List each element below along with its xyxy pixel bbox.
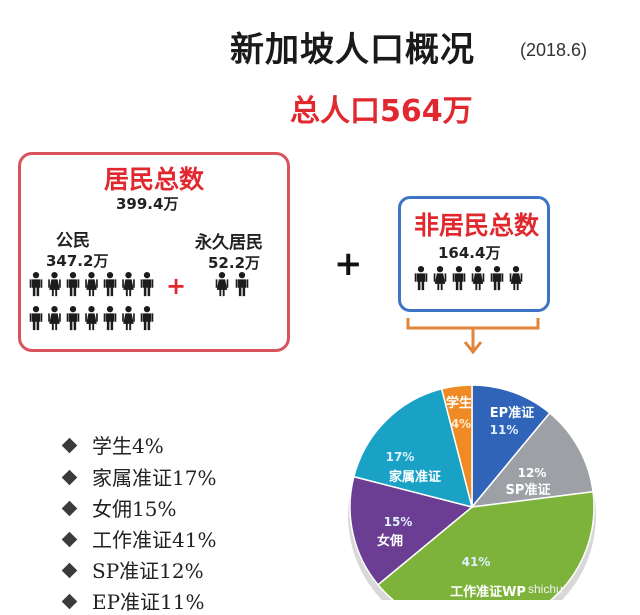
female-person-icon bbox=[48, 272, 61, 297]
male-person-icon bbox=[66, 272, 80, 297]
legend-item-student: 学生4% bbox=[61, 430, 164, 459]
pie-pct-label: 17% bbox=[386, 450, 415, 464]
residents-heading: 居民总数 bbox=[104, 165, 205, 194]
pie-slice-label: 工作准证WP bbox=[450, 584, 526, 600]
watermark: shichu bbox=[528, 582, 563, 596]
pie-pct-label: 12% bbox=[518, 466, 547, 480]
pie-slice-label: EP准证 bbox=[490, 405, 534, 421]
citizens-value: 347.2万 bbox=[46, 252, 109, 270]
female-person-icon bbox=[509, 266, 523, 291]
pie-slice-label: 家属准证 bbox=[389, 469, 441, 485]
pie-slice-label: 学生 bbox=[446, 395, 472, 411]
pr-value: 52.2万 bbox=[208, 254, 261, 272]
residents-box bbox=[18, 152, 290, 352]
people-icons bbox=[29, 266, 523, 331]
plus-sign-large: + bbox=[334, 244, 363, 284]
pie-slice bbox=[349, 475, 474, 586]
pie-slice bbox=[376, 490, 595, 600]
pie-slice-label: SP准证 bbox=[506, 482, 551, 498]
male-person-icon bbox=[29, 306, 43, 331]
pie-pct-label: 11% bbox=[490, 423, 519, 437]
female-person-icon bbox=[48, 306, 61, 331]
male-person-icon bbox=[235, 272, 249, 297]
male-person-icon bbox=[414, 266, 428, 291]
date-label: (2018.6) bbox=[520, 40, 588, 60]
residents-total: 399.4万 bbox=[116, 195, 179, 213]
female-person-icon bbox=[471, 266, 485, 291]
pr-label: 永久居民 bbox=[195, 233, 263, 253]
legend-item-sp-pass: SP准证12% bbox=[61, 555, 204, 584]
pie-slice-label: 女佣 bbox=[377, 533, 403, 549]
down-arrow-icon bbox=[406, 318, 540, 355]
nonresidents-box bbox=[398, 196, 550, 312]
pie-chart: 11% EP准证 12% SP准证 41% 工作准证WP 15% 女佣 17% 家属准证 4% 学生 bbox=[348, 384, 596, 600]
male-person-icon bbox=[490, 266, 504, 291]
total-population: 总人口564万 bbox=[290, 94, 473, 129]
nonresidents-heading: 非居民总数 bbox=[414, 211, 540, 240]
legend-item-work-permit: 工作准证41% bbox=[61, 524, 216, 553]
citizens-label: 公民 bbox=[56, 231, 90, 251]
female-person-icon bbox=[215, 272, 229, 297]
pie-slice bbox=[471, 384, 551, 510]
male-person-icon bbox=[29, 272, 43, 297]
female-person-icon bbox=[122, 272, 135, 297]
pie-pct-label: 41% bbox=[462, 555, 491, 569]
pie-pct-label: 4% bbox=[451, 417, 471, 431]
pie-slice bbox=[440, 384, 473, 508]
female-person-icon bbox=[122, 306, 135, 331]
male-person-icon bbox=[140, 272, 154, 297]
female-person-icon bbox=[85, 272, 98, 297]
plus-sign-small: + bbox=[166, 272, 187, 300]
pie-slice bbox=[470, 411, 594, 508]
nonresidents-total: 164.4万 bbox=[438, 244, 501, 262]
legend-item-maid: 女佣15% bbox=[61, 493, 176, 522]
female-person-icon bbox=[433, 266, 447, 291]
male-person-icon bbox=[103, 272, 117, 297]
male-person-icon bbox=[66, 306, 80, 331]
page-title: 新加坡人口概况 bbox=[230, 30, 475, 70]
female-person-icon bbox=[85, 306, 98, 331]
male-person-icon bbox=[452, 266, 466, 291]
male-person-icon bbox=[103, 306, 117, 331]
pie-slice bbox=[352, 387, 474, 509]
male-person-icon bbox=[140, 306, 154, 331]
pie-pct-label: 15% bbox=[384, 515, 413, 529]
legend-item-dependant: 家属准证17% bbox=[61, 462, 216, 491]
